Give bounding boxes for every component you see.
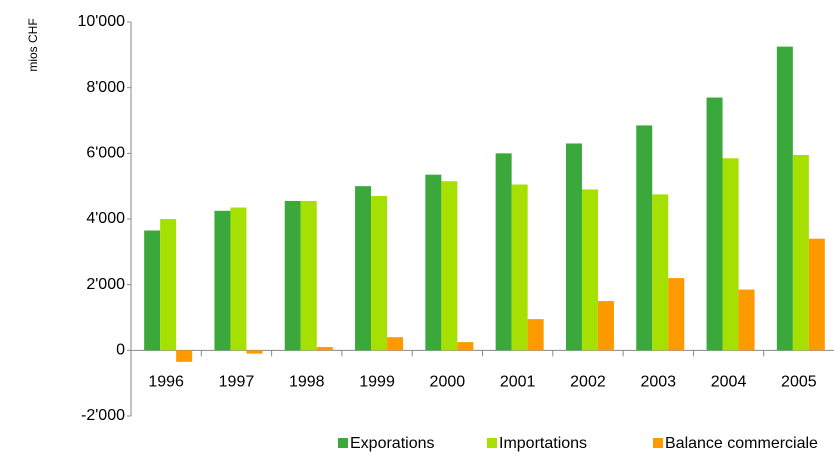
x-tick-label: 2001 (500, 374, 536, 391)
y-tick-label: 6'000 (86, 145, 125, 162)
y-axis-label: mios CHF (26, 18, 40, 71)
x-tick-label: 2003 (640, 374, 676, 391)
bar (581, 189, 598, 351)
bar (738, 289, 755, 351)
legend-label: Balance commerciale (665, 435, 818, 452)
bar (636, 125, 653, 351)
y-tick-label: 10'000 (77, 13, 125, 30)
bar (808, 238, 825, 351)
bar (176, 350, 193, 362)
x-tick-label: 2004 (711, 374, 747, 391)
bar (776, 46, 793, 351)
bar (230, 207, 247, 351)
bar (511, 184, 528, 351)
y-tick-label: 8'000 (86, 79, 125, 96)
bar (722, 158, 739, 351)
bar (300, 200, 317, 351)
bar (597, 301, 614, 351)
bar (668, 278, 685, 351)
bar (527, 319, 544, 351)
x-tick-label: 1999 (359, 374, 395, 391)
bar (425, 174, 442, 351)
y-tick-label: 0 (116, 342, 125, 359)
bar (214, 210, 231, 351)
legend-swatch (653, 438, 663, 448)
bar (652, 194, 669, 351)
bar (387, 337, 404, 351)
bar (160, 219, 177, 351)
x-tick-label: 2000 (430, 374, 466, 391)
bar (565, 143, 582, 351)
y-tick-label: 2'000 (86, 276, 125, 293)
bar (316, 347, 333, 351)
bar (706, 97, 723, 351)
legend-swatch (487, 438, 497, 448)
bar (144, 230, 161, 351)
x-tick-label: 2005 (781, 374, 817, 391)
y-tick-label: 4'000 (86, 210, 125, 227)
bar (792, 154, 809, 351)
bar (457, 342, 474, 351)
legend-label: Importations (499, 435, 587, 452)
bar (441, 181, 458, 351)
x-tick-label: 1996 (148, 374, 184, 391)
bar (355, 186, 372, 351)
legend-swatch (338, 438, 348, 448)
bar (284, 200, 301, 351)
bar (371, 196, 388, 351)
legend-label: Exporations (350, 435, 435, 452)
y-tick-label: -2'000 (81, 407, 125, 424)
x-tick-label: 1997 (219, 374, 255, 391)
x-tick-label: 1998 (289, 374, 325, 391)
bar (246, 350, 263, 354)
bar (495, 153, 512, 351)
x-tick-label: 2002 (570, 374, 606, 391)
